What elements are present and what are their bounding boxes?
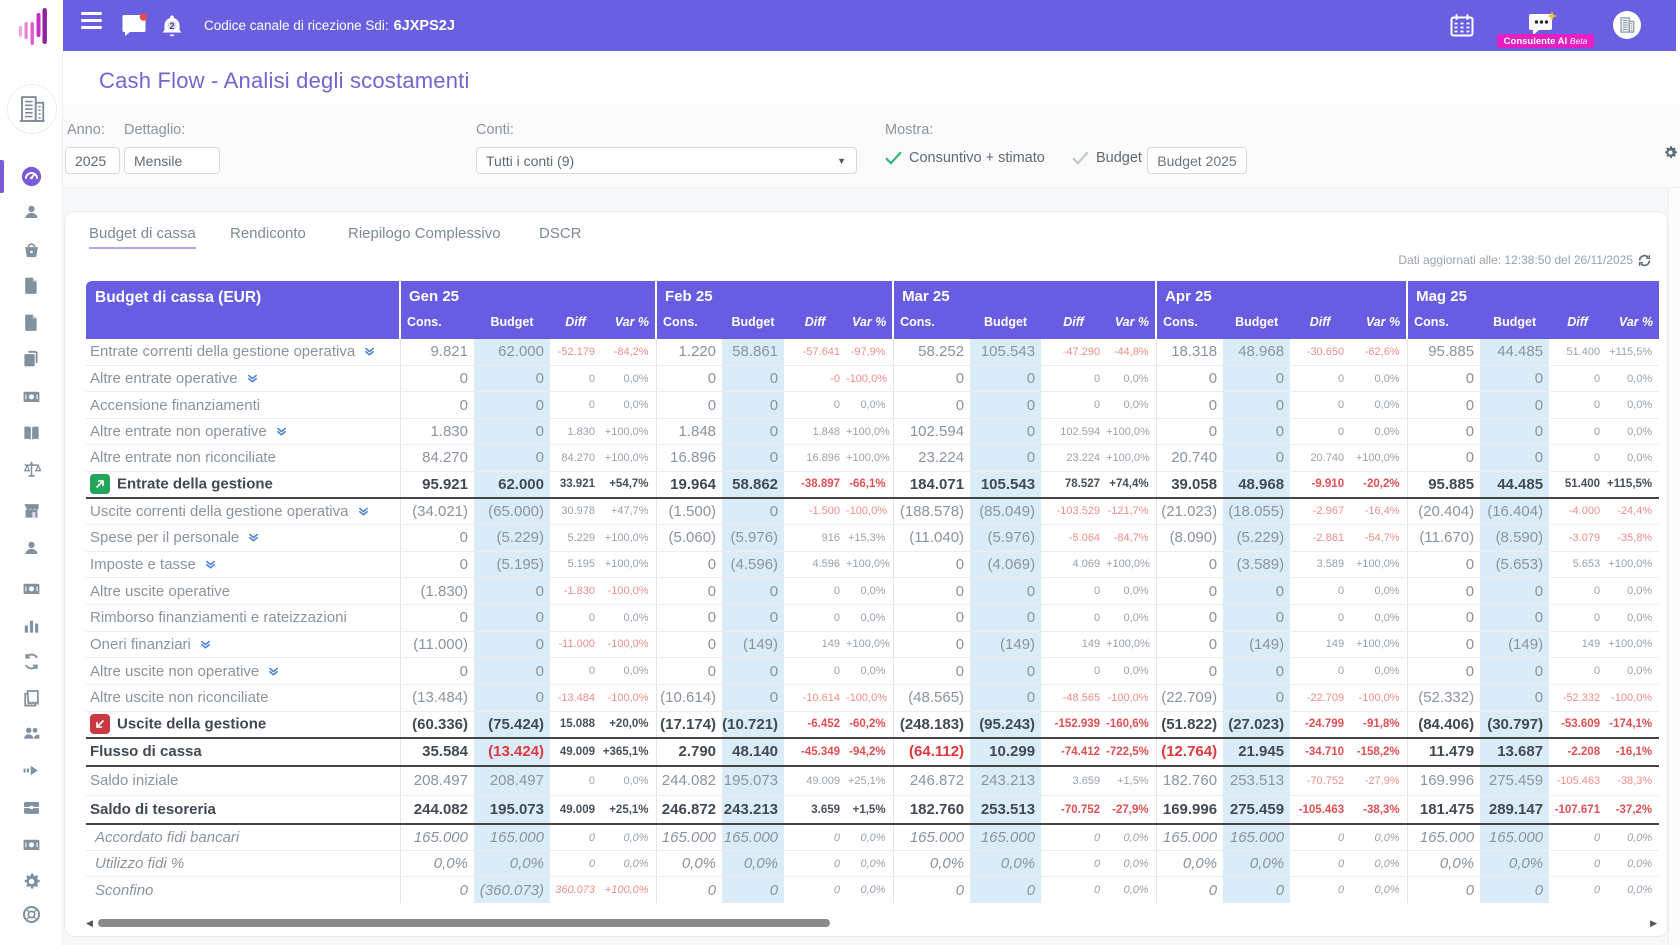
svg-text:2: 2 [169,21,174,31]
